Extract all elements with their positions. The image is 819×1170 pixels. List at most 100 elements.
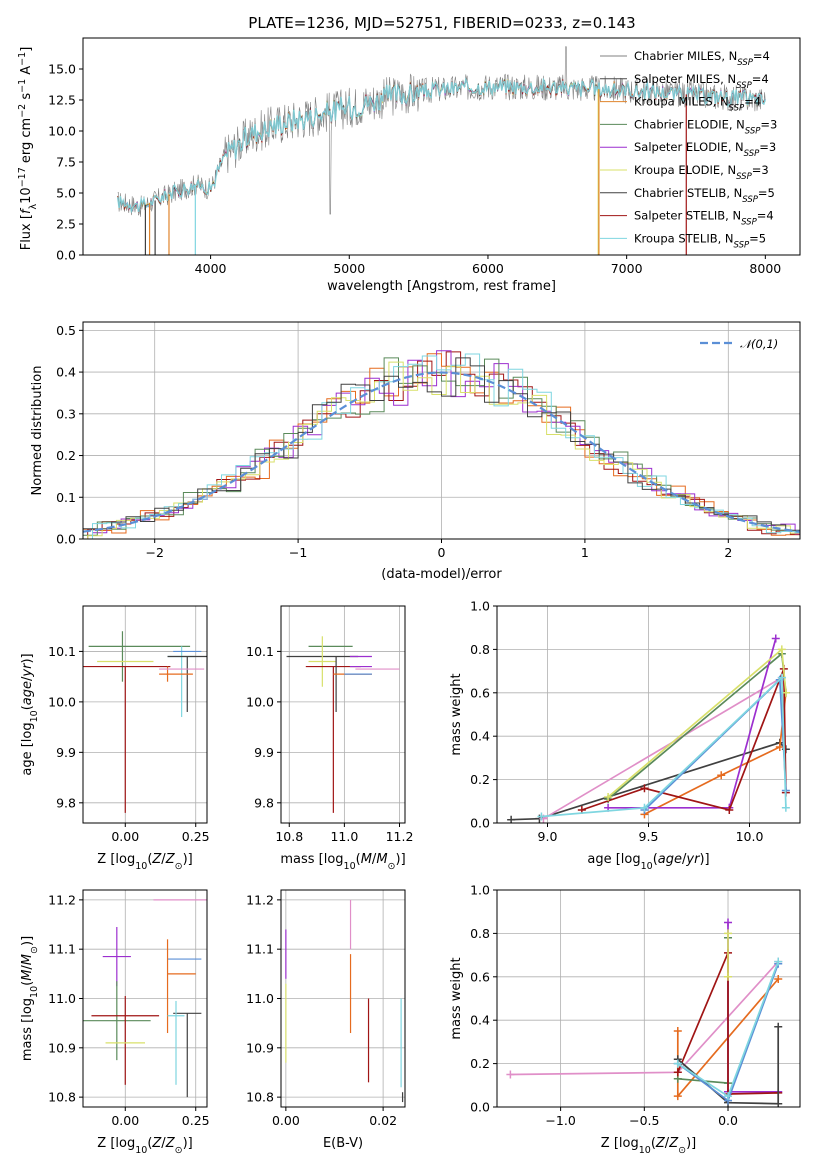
x-tick-label: 10.8	[275, 829, 303, 844]
weight-line	[677, 937, 729, 1085]
axes-frame	[82, 37, 801, 256]
weight-series	[577, 664, 790, 814]
weight-series	[673, 974, 783, 1101]
plus-marker	[717, 771, 726, 780]
y-tick-label: 11.0	[48, 991, 76, 1006]
y-tick-label: 0.0	[470, 816, 490, 831]
axes-frame	[280, 605, 406, 824]
y-tick-label: 0.8	[470, 642, 490, 657]
y-tick-label: 9.9	[56, 745, 76, 760]
weight-line	[677, 952, 779, 1095]
plus-marker	[604, 792, 613, 801]
legend-label: Salpeter MILES, NSSP=4	[634, 72, 769, 91]
x-tick-label: 0	[438, 545, 446, 560]
y-tick-label: 0.6	[470, 969, 490, 984]
axes-frame	[496, 889, 801, 1108]
plus-marker	[771, 634, 780, 643]
histogram-step	[87, 361, 800, 539]
plus-marker	[673, 1027, 682, 1036]
errorbar-point	[91, 996, 160, 1085]
y-tick-label: 9.8	[254, 795, 274, 810]
x-tick-label: −1	[289, 545, 307, 560]
panel-age_vs_mass: 10.8 11.0 11.2 9.8 9.9 10.0 10.1 mass [log10(M/…	[246, 605, 414, 872]
panel-spectrum: 4000 5000 6000 7000 8000 0.0 2.5 5.0 7.5 10.0 12.5…	[17, 37, 801, 294]
x-tick-label: 7000	[611, 261, 643, 276]
plot-area-weight_vs_Z	[497, 890, 800, 1107]
plot-area-mass_vs_ebv	[281, 890, 405, 1107]
panel-weight_vs_age: 9.0 9.5 10.0 0.0 0.2 0.4 0.6 0.8 1.0 age [log10(a…	[449, 599, 801, 872]
x-tick-label: −1.0	[545, 1113, 575, 1128]
y-tick-label: 0.0	[56, 532, 76, 547]
y-tick-label: 11.2	[48, 892, 76, 907]
y-axis-label: Normed distribution	[30, 366, 45, 496]
legend-label: Chabrier ELODIE, NSSP=3	[634, 117, 777, 136]
weight-series	[724, 929, 733, 981]
plus-marker	[537, 812, 546, 821]
plus-marker	[724, 918, 733, 927]
plot-area-age_vs_mass	[281, 606, 405, 823]
y-tick-label: 15.0	[48, 62, 76, 77]
x-axis-label: age [log10(age/yr)]	[587, 852, 709, 872]
y-tick-label: 9.8	[56, 795, 76, 810]
x-tick-label: 0.25	[182, 829, 210, 844]
y-tick-label: 0.0	[56, 248, 76, 263]
x-tick-label: 11.0	[330, 829, 358, 844]
axes-frame	[82, 605, 208, 824]
x-axis-label: (data-model)/error	[381, 567, 502, 582]
y-tick-label: 10.8	[246, 1090, 274, 1105]
x-tick-label: 0.25	[182, 1113, 210, 1128]
x-axis-label: mass [log10(M/M⊙)]	[280, 852, 405, 872]
y-tick-label: 0.6	[470, 685, 490, 700]
plot-area-mass_vs_Z	[83, 890, 207, 1107]
plus-marker	[724, 972, 733, 981]
legend-label: Salpeter ELODIE, NSSP=3	[634, 140, 776, 159]
plus-marker	[777, 645, 786, 654]
plus-marker	[777, 673, 786, 682]
plot-area-age_vs_Z	[83, 606, 207, 823]
model-spectrum-line	[117, 77, 766, 214]
y-tick-label: 0.4	[470, 729, 490, 744]
y-tick-label: 10.0	[246, 694, 274, 709]
plus-marker	[673, 1092, 682, 1101]
errorbar-point	[83, 665, 171, 813]
histogram-step	[92, 353, 800, 539]
observed-spectrum	[117, 46, 766, 217]
legend-label: 𝒩(0,1)	[740, 337, 778, 351]
plus-marker	[774, 1022, 783, 1031]
plus-marker	[781, 688, 790, 697]
legend-label: Chabrier MILES, NSSP=4	[634, 49, 770, 68]
y-tick-label: 0.5	[56, 323, 76, 338]
panel-mass_vs_ebv: 0.00 0.02 10.8 10.9 11.0 11.1 11.2 E(B-V)	[246, 889, 406, 1151]
plus-marker	[725, 805, 734, 814]
weight-line	[541, 675, 787, 818]
plus-marker	[673, 1068, 682, 1077]
y-tick-label: 10.9	[246, 1040, 274, 1055]
y-tick-label: 0.0	[470, 1100, 490, 1115]
legend-label: Kroupa STELIB, NSSP=5	[634, 231, 766, 250]
y-tick-label: 1.0	[470, 883, 490, 898]
y-axis-label: Flux [fλ10−17 erg cm−2 s−1 A−1]	[17, 47, 39, 251]
x-tick-label: 0.02	[369, 1113, 397, 1128]
x-axis-label: Z [log10(Z/Z⊙)]	[601, 1136, 696, 1156]
y-tick-label: 2.5	[56, 217, 76, 232]
legend-label: Kroupa MILES, NSSP=4	[634, 95, 761, 114]
x-tick-label: 11.2	[386, 829, 414, 844]
x-tick-label: 10.0	[736, 829, 764, 844]
panel-residuals: −2 −1 0 1 2 0.0 0.1 0.2 0.3 0.4 0.5 (data-model)/er…	[30, 321, 801, 582]
weight-series	[640, 675, 790, 814]
x-tick-label: 9.5	[639, 829, 659, 844]
plus-marker	[781, 803, 790, 812]
y-tick-label: 11.0	[246, 991, 274, 1006]
weight-line	[608, 638, 777, 809]
y-tick-label: 1.0	[470, 599, 490, 614]
plus-marker	[506, 1070, 515, 1079]
x-tick-label: 1	[581, 545, 589, 560]
gaussian-curve	[83, 371, 800, 533]
plus-marker	[673, 1059, 682, 1068]
panel-weight_vs_Z: −1.0 −0.5 0.0 0.0 0.2 0.4 0.6 0.8 1.0 Z [log10(Z/…	[449, 883, 801, 1156]
plus-marker	[774, 974, 783, 983]
x-tick-label: 6000	[472, 261, 504, 276]
x-axis-label: E(B-V)	[323, 1136, 363, 1151]
histogram-step	[92, 350, 800, 539]
